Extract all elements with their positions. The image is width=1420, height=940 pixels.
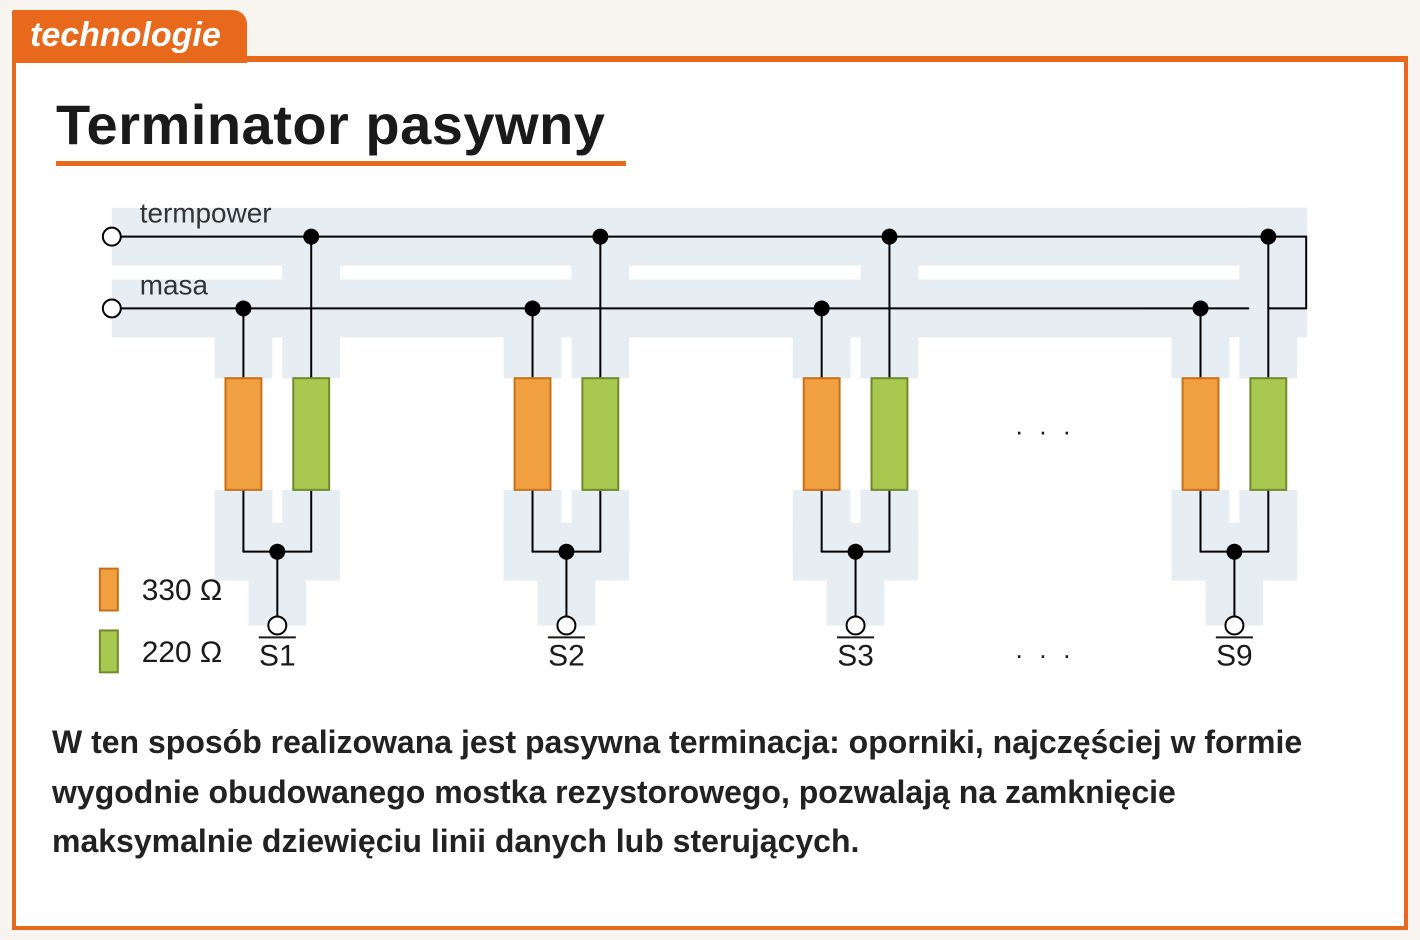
content-panel: Terminator pasywny termpower masa S1 S2 S3 S9… xyxy=(12,62,1408,930)
circuit-svg: termpower masa S1 S2 S3 S9 · · · · · · 330 Ω 220 … xyxy=(52,180,1368,710)
section-tab: technologie xyxy=(12,10,247,63)
svg-text:masa: masa xyxy=(140,269,209,300)
svg-text:S9: S9 xyxy=(1216,639,1253,672)
svg-text:S2: S2 xyxy=(548,639,585,672)
page-frame: technologie Terminator pasywny termpower… xyxy=(0,0,1420,940)
svg-text:220 Ω: 220 Ω xyxy=(142,636,223,669)
svg-text:· · ·: · · · xyxy=(1015,418,1075,446)
svg-text:termpower: termpower xyxy=(140,198,272,229)
circuit-diagram: termpower masa S1 S2 S3 S9 · · · · · · 330 Ω 220 … xyxy=(52,180,1368,710)
diagram-caption: W ten sposób realizowana jest pasywna te… xyxy=(52,718,1368,867)
title-underline xyxy=(56,161,626,166)
svg-text:330 Ω: 330 Ω xyxy=(142,574,223,607)
svg-text:S3: S3 xyxy=(837,639,874,672)
svg-text:· · ·: · · · xyxy=(1015,641,1075,669)
diagram-title: Terminator pasywny xyxy=(56,92,1368,157)
svg-text:S1: S1 xyxy=(259,639,296,672)
